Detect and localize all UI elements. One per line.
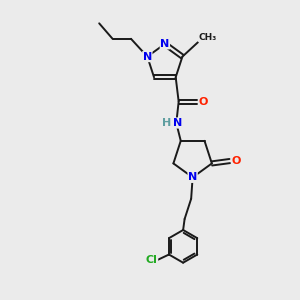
Text: CH₃: CH₃	[198, 33, 217, 42]
Text: H: H	[162, 118, 171, 128]
Text: N: N	[160, 39, 170, 49]
Text: O: O	[232, 156, 241, 166]
Text: Cl: Cl	[146, 255, 158, 265]
Text: N: N	[173, 118, 182, 128]
Text: N: N	[143, 52, 152, 61]
Text: O: O	[199, 97, 208, 106]
Text: N: N	[188, 172, 197, 182]
